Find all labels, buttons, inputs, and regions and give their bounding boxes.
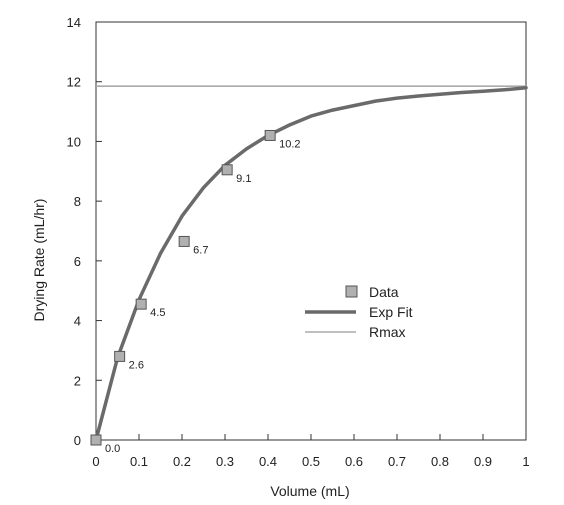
data-point-label: 10.2 bbox=[279, 138, 300, 150]
plot-area bbox=[95, 21, 527, 441]
y-tick-label: 12 bbox=[67, 75, 81, 90]
x-tick-label: 0.6 bbox=[345, 454, 363, 469]
y-tick-label: 8 bbox=[74, 194, 81, 209]
y-tick-label: 0 bbox=[74, 433, 81, 448]
data-point-label: 4.5 bbox=[150, 307, 165, 319]
data-point bbox=[90, 434, 102, 446]
data-point bbox=[135, 298, 147, 310]
data-point-label: 2.6 bbox=[129, 359, 144, 371]
data-point-label: 6.7 bbox=[193, 244, 208, 256]
x-axis-label: Volume (mL) bbox=[270, 483, 349, 499]
y-axis-label: Drying Rate (mL/hr) bbox=[31, 199, 47, 322]
legend-label: Exp Fit bbox=[369, 304, 413, 320]
x-tick-label: 0.9 bbox=[474, 454, 492, 469]
x-tick-label: 0.1 bbox=[130, 454, 148, 469]
y-tick-label: 2 bbox=[74, 373, 81, 388]
y-tick-label: 6 bbox=[74, 254, 81, 269]
y-tick-label: 4 bbox=[74, 314, 81, 329]
data-point-label: 9.1 bbox=[236, 173, 251, 185]
data-point bbox=[178, 235, 190, 247]
data-point bbox=[114, 350, 126, 362]
data-point bbox=[221, 164, 233, 176]
data-point-label: 0.0 bbox=[105, 443, 120, 455]
legend-label: Data bbox=[369, 284, 399, 300]
x-tick-label: 0 bbox=[92, 454, 99, 469]
x-tick-label: 0.5 bbox=[302, 454, 320, 469]
x-tick-label: 0.3 bbox=[216, 454, 234, 469]
legend-label: Rmax bbox=[369, 324, 406, 340]
exp-fit-curve bbox=[94, 85, 528, 442]
x-tick-label: 0.8 bbox=[431, 454, 449, 469]
x-tick-label: 0.4 bbox=[259, 454, 277, 469]
x-tick-label: 0.7 bbox=[388, 454, 406, 469]
data-point bbox=[264, 129, 276, 141]
y-tick-label: 14 bbox=[67, 15, 81, 30]
x-tick-label: 1 bbox=[522, 454, 529, 469]
legend-data-marker bbox=[345, 285, 358, 298]
y-tick-label: 10 bbox=[67, 134, 81, 149]
x-tick-label: 0.2 bbox=[173, 454, 191, 469]
